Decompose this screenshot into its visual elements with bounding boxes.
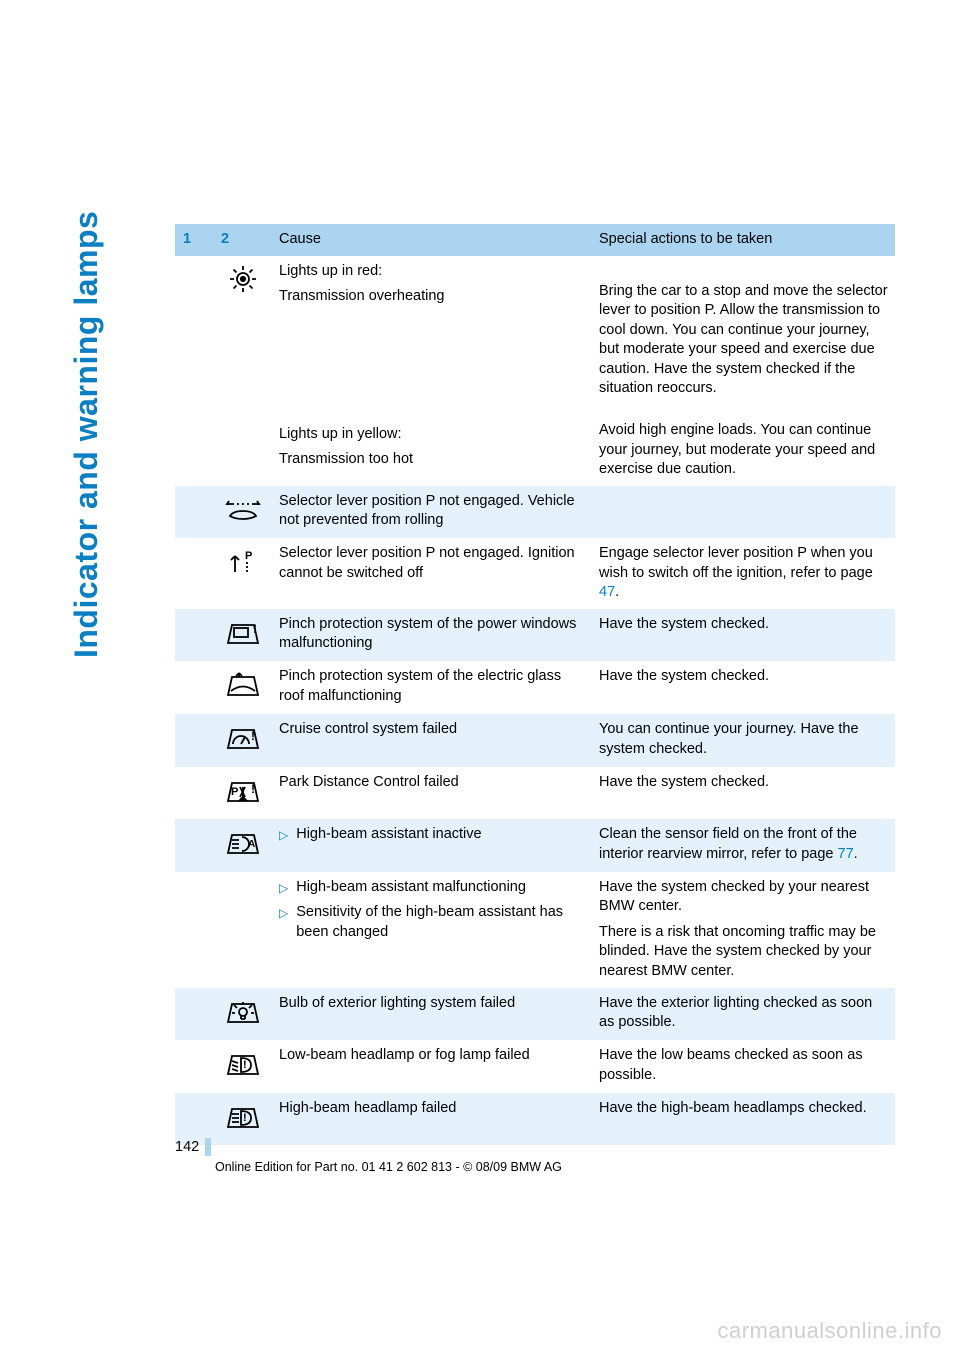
action-text: . <box>854 846 858 862</box>
action-cell: Clean the sensor field on the front of t… <box>593 819 895 872</box>
icon-cell <box>213 988 273 1041</box>
svg-text:!: ! <box>243 1059 247 1071</box>
table-row: P Selector lever position P not engaged.… <box>175 538 895 609</box>
action-cell: Have the system checked by your nearest … <box>593 872 895 988</box>
header-col-2: 2 <box>213 224 273 256</box>
table-row: ! Pinch protection system of the power w… <box>175 609 895 662</box>
page-reference[interactable]: 77 <box>838 846 854 862</box>
bullet-cause: Sensitivity of the high-beam assistant h… <box>296 903 581 942</box>
table-row: Selector lever position P not engaged. V… <box>175 486 895 539</box>
cause-cell: Park Distance Control failed <box>273 767 593 820</box>
watermark-text: carmanualsonline.info <box>717 1318 942 1344</box>
bullet-item: ▷ Sensitivity of the high-beam assistant… <box>279 903 581 942</box>
action-text: Clean the sensor field on the front of t… <box>599 826 857 862</box>
action-cell: Have the exterior lighting checked as so… <box>593 988 895 1041</box>
bullet-item: ▷ High-beam assistant inactive <box>279 825 581 845</box>
action-cell: Have the system checked. <box>593 609 895 662</box>
bullet-marker-icon: ▷ <box>279 878 288 898</box>
action-line: Avoid high engine loads. You can continu… <box>599 421 889 480</box>
cause-cell: Pinch protection system of the electric … <box>273 661 593 714</box>
highbeam-fail-icon: ! <box>221 1099 265 1133</box>
bullet-item: ▷ High-beam assistant malfunctioning <box>279 878 581 898</box>
table-row: Bulb of exterior lighting system failed … <box>175 988 895 1041</box>
page-number: 142 <box>175 1139 205 1155</box>
lever-p-icon: P <box>221 544 265 578</box>
window-pinch-icon: ! <box>221 615 265 649</box>
cause-line: Transmission overheating <box>279 287 581 307</box>
icon-cell: P ! <box>213 767 273 820</box>
action-cell <box>593 486 895 539</box>
highbeam-assist-icon: A <box>221 825 265 859</box>
bulb-exterior-icon <box>221 994 265 1028</box>
lowbeam-fail-icon: ! <box>221 1046 265 1080</box>
car-key-icon <box>221 492 265 526</box>
action-cell: You can continue your journey. Have the … <box>593 714 895 767</box>
cruise-icon: ! <box>221 720 265 754</box>
header-action: Special actions to be taken <box>593 224 895 256</box>
svg-text:!: ! <box>253 622 257 636</box>
cause-line: Lights up in red: <box>279 262 581 282</box>
table-row: ! Cruise control system failed You can c… <box>175 714 895 767</box>
warning-lamp-table: 1 2 Cause Special actions to be taken Li… <box>175 224 895 1145</box>
icon-cell <box>213 256 273 486</box>
cause-cell: ▷ High-beam assistant inactive <box>273 819 593 872</box>
cause-cell: Bulb of exterior lighting system failed <box>273 988 593 1041</box>
page-footer: 142 Online Edition for Part no. 01 41 2 … <box>175 1138 895 1174</box>
icon-cell: P <box>213 538 273 609</box>
table-row: ! Low-beam headlamp or fog lamp failed H… <box>175 1040 895 1093</box>
warning-lamp-table-container: 1 2 Cause Special actions to be taken Li… <box>175 224 895 1145</box>
cause-cell: Selector lever position P not engaged. I… <box>273 538 593 609</box>
action-text: Engage selector lever position P when yo… <box>599 545 873 581</box>
action-text: There is a risk that oncoming traffic ma… <box>599 923 889 982</box>
cause-cell: Low-beam headlamp or fog lamp failed <box>273 1040 593 1093</box>
icon-cell: A <box>213 819 273 872</box>
bullet-cause: High-beam assistant malfunctioning <box>296 878 526 898</box>
svg-text:!: ! <box>251 729 255 743</box>
cause-cell: Selector lever position P not engaged. V… <box>273 486 593 539</box>
page-reference[interactable]: 47 <box>599 584 615 600</box>
table-row: P ! Park Distance Control failed Have th… <box>175 767 895 820</box>
roof-pinch-icon <box>221 667 265 701</box>
svg-text:A: A <box>248 839 255 850</box>
svg-text:!: ! <box>251 782 255 796</box>
svg-text:P: P <box>231 786 238 798</box>
icon-cell: ! <box>213 1040 273 1093</box>
action-text: . <box>615 584 619 600</box>
cause-cell: ▷ High-beam assistant malfunctioning ▷ S… <box>273 872 593 988</box>
side-section-title: Indicator and warning lamps <box>68 211 105 658</box>
gear-temp-icon <box>221 262 265 296</box>
bullet-marker-icon: ▷ <box>279 903 288 942</box>
table-row: Lights up in red: Transmission overheati… <box>175 256 895 486</box>
table-header-row: 1 2 Cause Special actions to be taken <box>175 224 895 256</box>
bullet-cause: High-beam assistant inactive <box>296 825 481 845</box>
table-row: ▷ High-beam assistant malfunctioning ▷ S… <box>175 872 895 988</box>
action-text: Have the system checked by your nearest … <box>599 878 889 917</box>
cause-cell: Pinch protection system of the power win… <box>273 609 593 662</box>
icon-cell <box>213 661 273 714</box>
action-cell: Have the system checked. <box>593 661 895 714</box>
svg-text:P: P <box>245 550 252 562</box>
icon-cell: ! <box>213 714 273 767</box>
header-cause: Cause <box>273 224 593 256</box>
action-line: Bring the car to a stop and move the sel… <box>599 282 889 399</box>
bullet-marker-icon: ▷ <box>279 825 288 845</box>
action-cell: Engage selector lever position P when yo… <box>593 538 895 609</box>
icon-cell: ! <box>213 609 273 662</box>
table-row: Pinch protection system of the electric … <box>175 661 895 714</box>
cause-line: Lights up in yellow: <box>279 425 581 445</box>
page-bar-decoration <box>205 1138 211 1156</box>
cause-line: Transmission too hot <box>279 450 581 470</box>
svg-text:!: ! <box>243 1112 247 1124</box>
icon-cell <box>213 486 273 539</box>
table-row: A ▷ High-beam assistant inactive Clean t… <box>175 819 895 872</box>
cause-cell: Cruise control system failed <box>273 714 593 767</box>
cause-cell: Lights up in red: Transmission overheati… <box>273 256 593 486</box>
page-number-box: 142 <box>175 1138 895 1156</box>
footer-edition-line: Online Edition for Part no. 01 41 2 602 … <box>215 1160 895 1174</box>
action-cell: Have the system checked. <box>593 767 895 820</box>
action-cell: Bring the car to a stop and move the sel… <box>593 256 895 486</box>
header-col-1: 1 <box>175 224 213 256</box>
pdc-icon: P ! <box>221 773 265 807</box>
action-cell: Have the low beams checked as soon as po… <box>593 1040 895 1093</box>
